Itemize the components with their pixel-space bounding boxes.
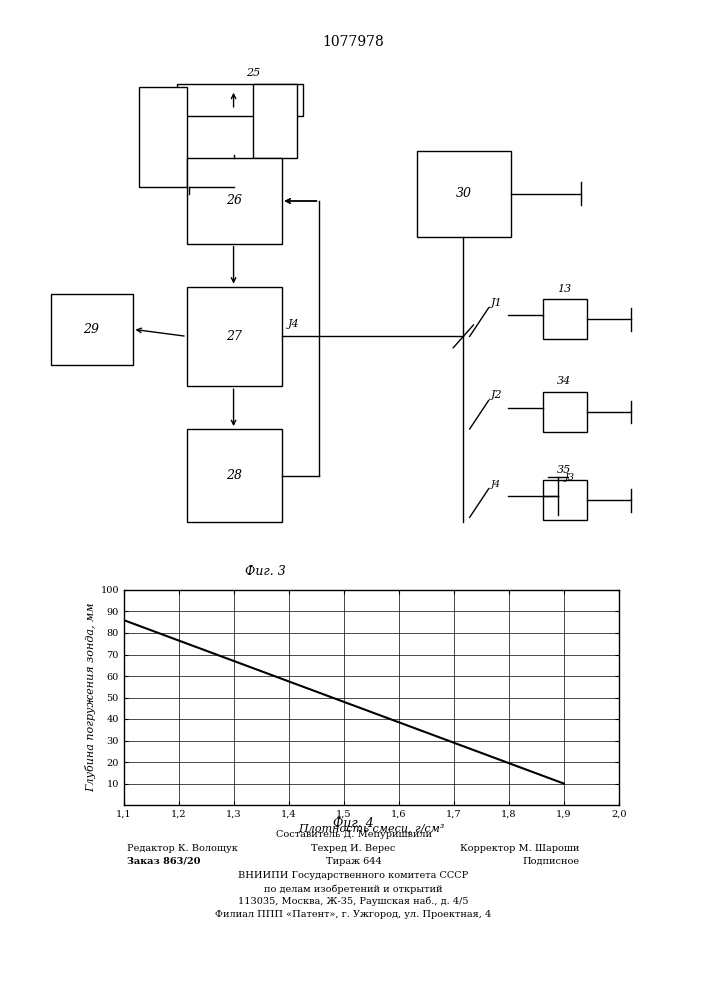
Text: Техред И. Верес: Техред И. Верес (311, 844, 396, 853)
Text: 25: 25 (246, 68, 260, 78)
Y-axis label: Глубина погружения зонда, мм: Глубина погружения зонда, мм (86, 603, 96, 792)
Bar (543, 299, 587, 339)
Text: 1077978: 1077978 (322, 35, 385, 49)
Bar (187, 286, 281, 386)
Text: ВНИИПИ Государственного комитета СССР: ВНИИПИ Государственного комитета СССР (238, 871, 469, 880)
Text: J1: J1 (491, 298, 503, 308)
Text: J2: J2 (491, 390, 503, 400)
Text: Фиг. 4: Фиг. 4 (333, 817, 374, 830)
Text: Фиг. 3: Фиг. 3 (245, 565, 286, 578)
Text: 28: 28 (226, 469, 243, 482)
Text: 13: 13 (557, 284, 571, 294)
Text: Корректор М. Шароши: Корректор М. Шароши (460, 844, 580, 853)
Text: по делам изобретений и открытий: по делам изобретений и открытий (264, 884, 443, 894)
Bar (543, 392, 587, 432)
Text: 113035, Москва, Ж-35, Раушская наб., д. 4/5: 113035, Москва, Ж-35, Раушская наб., д. … (238, 897, 469, 906)
Text: Подписное: Подписное (522, 857, 580, 866)
Text: Составитель Д. Мепуришвили: Составитель Д. Мепуришвили (276, 830, 431, 839)
Bar (187, 158, 281, 244)
Text: J4: J4 (491, 480, 501, 489)
Text: 34: 34 (557, 376, 571, 386)
Bar (187, 429, 281, 522)
Bar (252, 84, 297, 158)
Text: 26: 26 (226, 194, 243, 208)
Text: 27: 27 (226, 330, 243, 343)
Text: Редактор К. Волощук: Редактор К. Волощук (127, 844, 238, 853)
Bar (139, 87, 187, 187)
Text: J4: J4 (288, 319, 300, 329)
X-axis label: Плотность смеси, г/см³: Плотность смеси, г/см³ (298, 823, 445, 833)
Bar (543, 480, 587, 520)
Text: Тираж 644: Тираж 644 (326, 857, 381, 866)
Text: 30: 30 (456, 187, 472, 200)
Bar (416, 151, 511, 237)
Text: 29: 29 (83, 323, 100, 336)
Bar (50, 294, 133, 365)
Bar (177, 84, 303, 115)
Text: 35: 35 (557, 465, 571, 475)
Text: Филиал ППП «Патент», г. Ужгород, ул. Проектная, 4: Филиал ППП «Патент», г. Ужгород, ул. Про… (216, 910, 491, 919)
Text: Заказ 863/20: Заказ 863/20 (127, 857, 201, 866)
Text: J3: J3 (564, 473, 575, 482)
